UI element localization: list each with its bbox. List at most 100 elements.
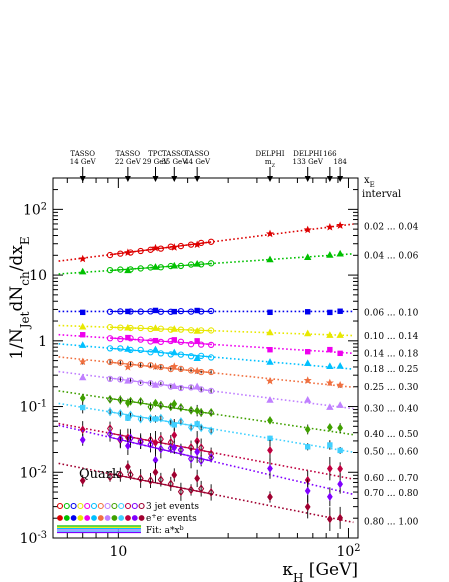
data-point-3jet bbox=[117, 359, 124, 366]
data-point-ee bbox=[171, 337, 177, 343]
data-point-ee bbox=[267, 347, 273, 353]
data-point-ee bbox=[152, 337, 159, 344]
data-point-3jet bbox=[137, 247, 144, 255]
data-point-ee bbox=[194, 406, 201, 415]
data-point-ee bbox=[152, 468, 159, 477]
data-point-ee bbox=[327, 346, 333, 353]
data-point-ee bbox=[151, 362, 160, 371]
data-point-ee bbox=[304, 486, 311, 496]
legend-label-ee: e+e- events bbox=[146, 513, 197, 525]
interval-label: 0.18 ... 0.25 bbox=[364, 365, 419, 375]
experiment-energy: 166 bbox=[323, 150, 337, 158]
experiment-energy: mZ bbox=[265, 158, 276, 169]
data-point-ee bbox=[79, 373, 87, 381]
data-point-3jet bbox=[137, 265, 144, 272]
y-axis-label: 1/NJetdNch/dxE bbox=[7, 236, 32, 359]
data-point-ee bbox=[337, 423, 344, 433]
data-point-3jet bbox=[177, 326, 185, 333]
data-point-3jet bbox=[117, 376, 124, 383]
data-point-ee bbox=[193, 366, 202, 375]
data-point-3jet bbox=[137, 379, 144, 386]
experiment-arrow-head bbox=[79, 176, 86, 182]
data-point-ee bbox=[304, 329, 312, 337]
data-point-3jet bbox=[157, 245, 165, 252]
experiment-arrow-head bbox=[124, 176, 131, 182]
interval-label: 0.70 ... 0.80 bbox=[364, 489, 419, 499]
interval-label: 0.10 ... 0.14 bbox=[364, 332, 419, 342]
data-point-3jet bbox=[137, 437, 144, 447]
legend-3jet-marker bbox=[70, 502, 77, 510]
data-point-3jet bbox=[117, 336, 124, 343]
data-point-ee bbox=[325, 378, 334, 387]
data-point-ee bbox=[125, 415, 131, 421]
experiment-name: DELPHI bbox=[256, 150, 285, 158]
data-point-ee bbox=[194, 307, 200, 314]
data-point-3jet bbox=[207, 354, 215, 361]
experiment-arrow-head bbox=[266, 176, 273, 182]
data-point-ee bbox=[151, 243, 160, 252]
data-point-3jet bbox=[137, 396, 144, 406]
data-point-ee bbox=[327, 442, 333, 448]
data-point-ee bbox=[171, 470, 178, 480]
data-point-3jet bbox=[137, 336, 144, 343]
data-point-ee bbox=[303, 225, 312, 234]
data-point-3jet bbox=[117, 250, 124, 257]
data-point-3jet bbox=[147, 414, 154, 424]
experiment-name: TASSO bbox=[116, 150, 141, 158]
data-point-ee bbox=[336, 401, 344, 408]
data-point-ee bbox=[267, 416, 273, 425]
data-point-3jet bbox=[157, 475, 164, 485]
data-point-ee bbox=[78, 254, 87, 263]
data-point-3jet bbox=[177, 351, 185, 358]
legend-3jet-marker bbox=[56, 502, 64, 510]
data-point-3jet bbox=[137, 324, 144, 332]
data-point-3jet bbox=[106, 345, 114, 352]
experiment-name: TASSO bbox=[185, 150, 210, 158]
y-tick-label: 102 bbox=[23, 201, 47, 219]
data-point-ee bbox=[124, 266, 132, 274]
interval-label: 0.14 ... 0.18 bbox=[364, 350, 419, 360]
data-point-3jet bbox=[106, 429, 114, 439]
data-point-ee bbox=[170, 243, 179, 251]
data-point-3jet bbox=[167, 479, 174, 489]
data-point-ee bbox=[124, 345, 132, 352]
data-point-3jet bbox=[187, 405, 195, 415]
data-point-3jet bbox=[177, 307, 185, 315]
interval-label: 0.30 ... 0.40 bbox=[364, 404, 419, 414]
data-point-3jet bbox=[157, 264, 165, 271]
data-point-ee bbox=[266, 396, 274, 403]
interval-label: 0.02 ... 0.04 bbox=[364, 222, 419, 232]
data-point-ee bbox=[79, 476, 86, 485]
data-point-3jet bbox=[198, 352, 205, 359]
interval-heading-x: xE bbox=[364, 175, 375, 189]
interval-label: 0.40 ... 0.50 bbox=[364, 430, 419, 440]
experiment-name: TPC bbox=[148, 150, 163, 158]
data-point-ee bbox=[193, 354, 201, 362]
data-point-3jet bbox=[157, 308, 165, 315]
data-point-3jet bbox=[177, 365, 185, 373]
legend-3jet-marker bbox=[138, 502, 145, 510]
legend-ee-marker bbox=[91, 515, 97, 521]
data-point-ee bbox=[125, 308, 131, 315]
legend-ee-marker bbox=[118, 515, 125, 521]
data-point-ee bbox=[337, 479, 344, 489]
data-point-ee bbox=[325, 222, 334, 231]
legend-3jet-marker bbox=[104, 502, 111, 510]
y-tick-label: 10-1 bbox=[20, 398, 47, 416]
data-point-ee bbox=[326, 362, 334, 369]
data-point-ee bbox=[193, 240, 202, 249]
data-point-3jet bbox=[117, 434, 124, 444]
data-point-3jet bbox=[208, 453, 215, 463]
data-point-ee bbox=[305, 444, 311, 450]
data-point-3jet bbox=[106, 407, 114, 417]
data-point-3jet bbox=[177, 262, 185, 270]
interval-label: 0.06 ... 0.10 bbox=[364, 308, 419, 318]
data-point-ee bbox=[194, 474, 201, 483]
data-point-ee bbox=[305, 349, 311, 355]
data-point-3jet bbox=[167, 365, 174, 373]
data-point-3jet bbox=[147, 246, 154, 253]
data-point-3jet bbox=[117, 470, 124, 480]
data-point-ee bbox=[265, 229, 274, 238]
data-point-ee bbox=[171, 443, 178, 452]
experiment-arrow-head bbox=[171, 176, 178, 182]
